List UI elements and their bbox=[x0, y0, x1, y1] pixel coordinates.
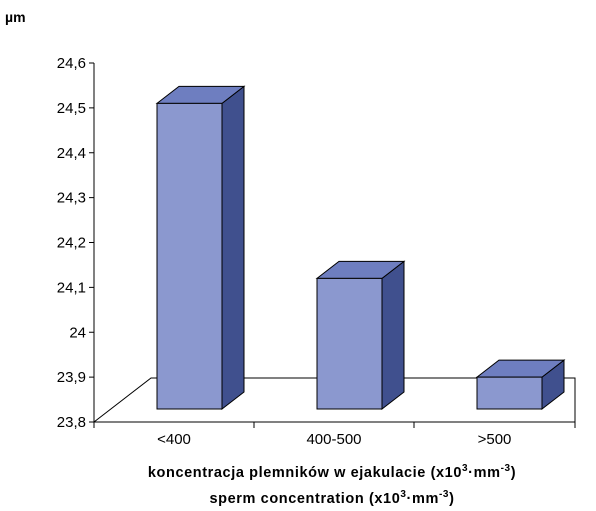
y-tick-label: 24,2 bbox=[57, 235, 86, 252]
y-tick-label: 24,3 bbox=[57, 190, 86, 207]
floor-plane bbox=[92, 377, 576, 423]
bars bbox=[155, 85, 566, 411]
bar bbox=[155, 85, 246, 411]
x-tick-label: <400 bbox=[157, 431, 191, 448]
y-tick-label: 24 bbox=[69, 324, 86, 341]
x-axis-title-polish: koncentracja plemników w ejakulacie (x10… bbox=[148, 463, 516, 481]
bar-front-face bbox=[156, 102, 223, 410]
y-tick-label: 23,9 bbox=[57, 369, 86, 386]
y-tick-label: 24,1 bbox=[57, 279, 86, 296]
y-tick-labels: 24,6 24,5 24,4 24,3 24,2 24,1 24 23,9 23,8 bbox=[57, 55, 86, 431]
bar bbox=[475, 359, 566, 411]
x-tick-label: 400-500 bbox=[306, 431, 361, 448]
x-axis-title-english: sperm concentration (x103·mm-3) bbox=[210, 489, 455, 507]
bar-side-face bbox=[381, 260, 405, 411]
bar-front-face bbox=[476, 376, 543, 410]
axes bbox=[89, 62, 576, 428]
x-tick-label: >500 bbox=[478, 431, 512, 448]
bar-front-face bbox=[316, 277, 383, 410]
bar bbox=[315, 260, 406, 411]
y-tick-label: 24,6 bbox=[57, 55, 86, 72]
y-tick-label: 24,5 bbox=[57, 100, 86, 117]
y-tick-label: 23,8 bbox=[57, 414, 86, 431]
bar-side-face bbox=[221, 85, 245, 411]
x-tick-labels: <400 400-500 >500 bbox=[157, 431, 511, 448]
y-unit-label: µm bbox=[5, 9, 26, 25]
y-tick-label: 24,4 bbox=[57, 145, 86, 162]
